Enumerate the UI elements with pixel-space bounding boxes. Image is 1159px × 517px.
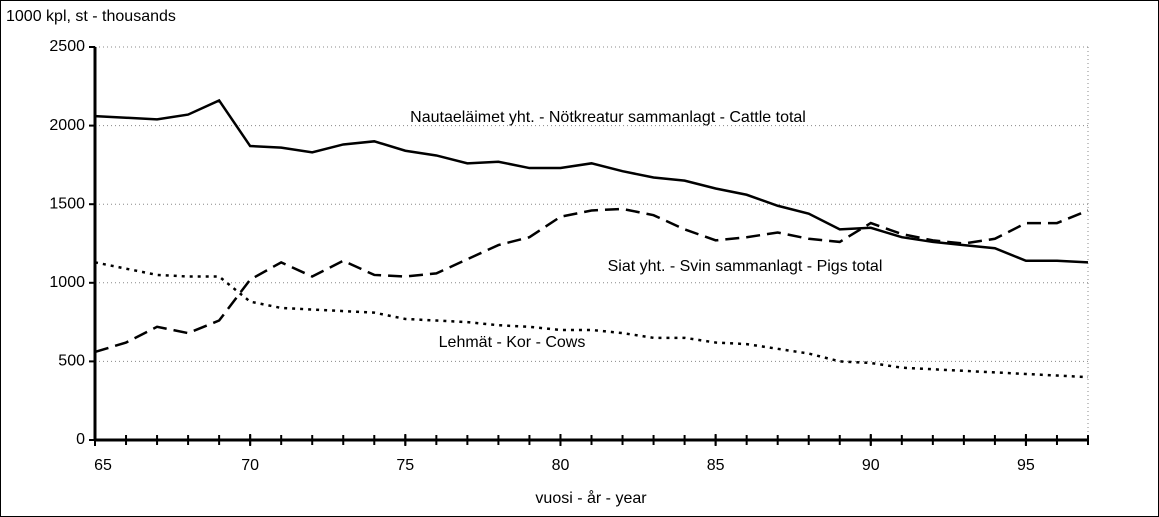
series-label: Nautaeläimet yht. - Nötkreatur sammanlag… — [410, 109, 806, 126]
series-label: Lehmät - Kor - Cows — [439, 334, 586, 351]
x-axis-label: vuosi - år - year — [535, 489, 647, 507]
y-tick-label: 2000 — [49, 117, 85, 134]
line-series — [94, 261, 1089, 379]
line-series — [94, 207, 1089, 354]
x-tick-label: 75 — [396, 457, 414, 474]
series-label: Siat yht. - Svin sammanlagt - Pigs total — [608, 258, 883, 275]
x-tick-label: 90 — [862, 457, 880, 474]
line-series — [94, 98, 1089, 264]
y-tick-label: 1000 — [49, 274, 85, 291]
x-tick-label: 95 — [1017, 457, 1035, 474]
x-tick-label: 65 — [94, 457, 112, 474]
y-tick-label: 1500 — [49, 195, 85, 212]
y-axis-label: 1000 kpl, st - thousands — [6, 8, 176, 25]
x-tick-label: 80 — [552, 457, 570, 474]
x-tick-label: 85 — [707, 457, 725, 474]
x-tick-label: 70 — [241, 457, 259, 474]
y-tick-label: 2500 — [49, 38, 85, 55]
y-tick-label: 0 — [76, 431, 85, 448]
y-tick-label: 500 — [58, 353, 85, 370]
